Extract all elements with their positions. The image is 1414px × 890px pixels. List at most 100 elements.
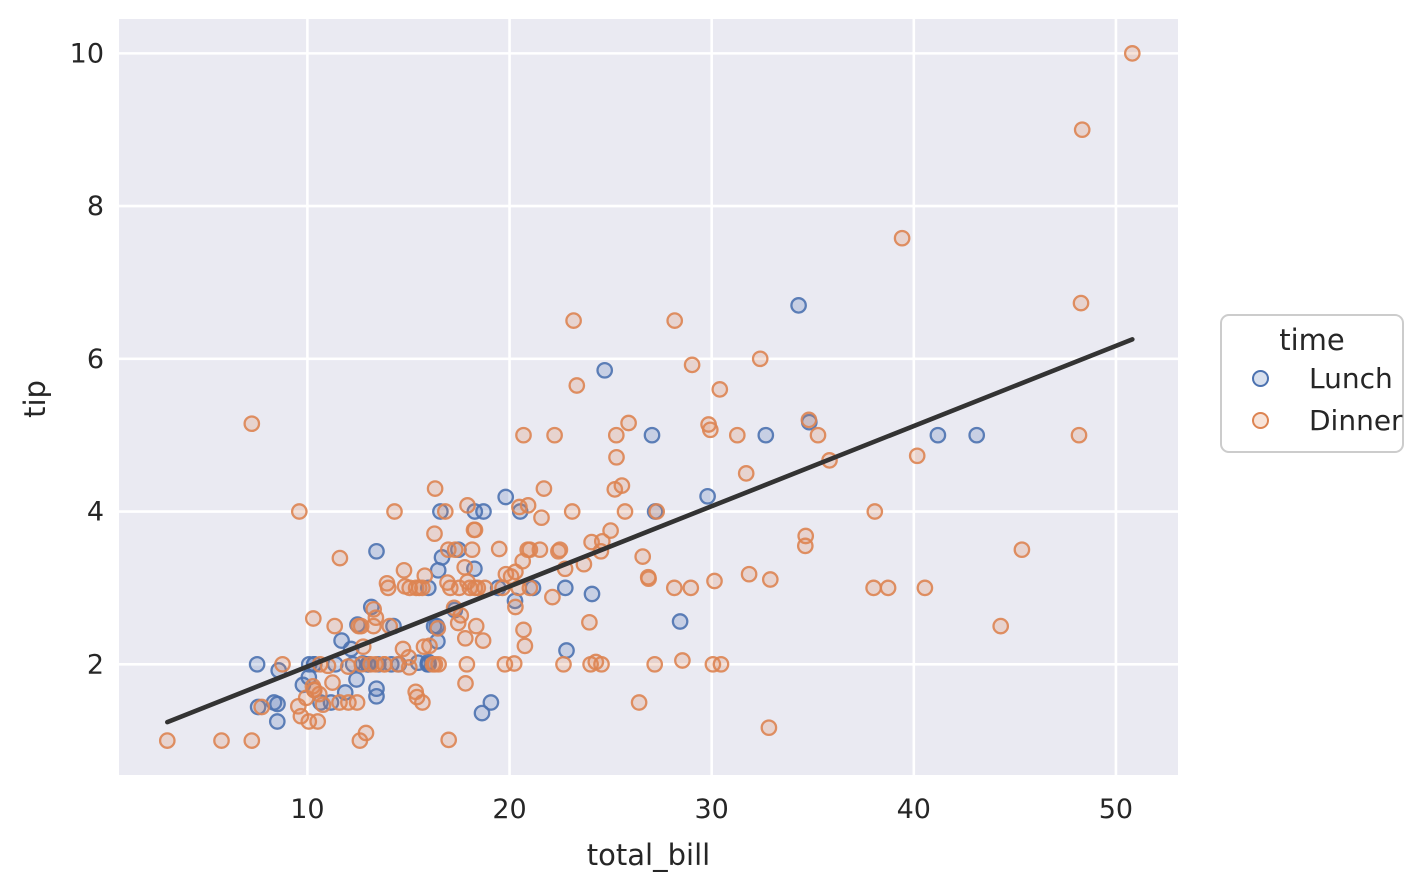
data-point — [331, 549, 349, 567]
data-point — [331, 694, 348, 711]
data-point — [352, 617, 370, 635]
data-point — [314, 696, 332, 714]
data-point — [757, 426, 775, 444]
y-axis-label: tip — [18, 380, 52, 418]
data-point — [243, 415, 261, 433]
data-point — [473, 704, 491, 722]
data-point — [511, 498, 528, 516]
data-point — [456, 558, 474, 576]
dinner-marker-icon — [1252, 411, 1269, 429]
data-point — [415, 638, 433, 656]
data-point — [800, 411, 818, 429]
data-point — [704, 655, 722, 673]
data-point — [386, 503, 403, 520]
data-point — [475, 503, 492, 520]
data-point — [1123, 45, 1141, 62]
data-point — [436, 503, 454, 520]
x-tick-label: 20 — [492, 794, 526, 825]
data-point — [646, 655, 664, 673]
data-point — [643, 426, 661, 444]
data-point — [634, 548, 652, 565]
data-point — [410, 579, 428, 597]
data-point — [274, 655, 291, 673]
data-point — [893, 229, 911, 247]
data-point — [348, 671, 365, 688]
data-point — [368, 687, 385, 705]
data-point — [737, 465, 755, 482]
data-point — [365, 617, 382, 635]
y-tick-label: 8 — [87, 191, 104, 222]
y-tick-label: 2 — [87, 649, 104, 680]
data-point — [555, 655, 572, 673]
data-point — [581, 613, 598, 631]
data-point — [516, 637, 534, 655]
data-point — [809, 426, 827, 444]
data-point — [459, 497, 476, 514]
data-point — [458, 655, 476, 673]
x-tick-label: 40 — [897, 794, 931, 825]
data-point — [426, 480, 444, 497]
x-axis-label: total_bill — [586, 838, 711, 872]
data-point — [583, 585, 601, 603]
data-point — [558, 642, 575, 659]
data-point — [365, 600, 383, 618]
data-point — [450, 579, 468, 597]
data-point — [648, 503, 666, 520]
data-point — [665, 579, 683, 597]
data-point — [324, 674, 341, 691]
data-point — [761, 571, 779, 588]
data-point — [666, 312, 684, 329]
data-point — [432, 503, 449, 520]
regression-line — [165, 337, 1135, 725]
data-point — [711, 381, 729, 398]
scatter-series-dinner — [158, 45, 1141, 749]
data-point — [467, 617, 485, 635]
data-point — [253, 698, 271, 716]
data-point — [446, 541, 464, 559]
data-point — [728, 426, 746, 444]
data-point — [699, 487, 716, 505]
data-point — [760, 719, 778, 737]
data-point — [515, 621, 532, 639]
legend-item-label: Dinner — [1309, 403, 1403, 437]
x-tick-label: 30 — [694, 794, 728, 825]
data-point — [1070, 426, 1088, 444]
data-point — [362, 655, 380, 673]
data-point — [544, 588, 561, 606]
data-point — [671, 613, 689, 630]
data-point — [456, 629, 474, 647]
data-point — [556, 579, 574, 597]
data-point — [389, 655, 407, 673]
data-point — [616, 503, 634, 520]
data-point — [568, 377, 586, 394]
x-tick-labels: 10 20 30 40 50 — [290, 794, 1133, 825]
data-point — [602, 522, 619, 539]
data-point — [968, 426, 986, 444]
data-point — [426, 525, 443, 543]
legend-item-label: Lunch — [1309, 361, 1393, 395]
data-point — [457, 675, 474, 692]
data-point — [414, 694, 431, 711]
data-point — [248, 655, 266, 673]
data-point — [379, 579, 397, 597]
data-point — [682, 579, 700, 597]
data-point — [376, 655, 393, 673]
data-point — [546, 426, 563, 444]
data-point — [608, 448, 625, 466]
data-point — [430, 655, 447, 673]
legend-title: time — [1279, 323, 1345, 357]
data-point — [582, 655, 599, 673]
data-point — [1073, 121, 1091, 139]
data-point — [620, 414, 637, 432]
data-point — [268, 713, 286, 730]
data-point — [482, 694, 500, 711]
data-point — [290, 503, 308, 520]
data-point — [706, 572, 723, 590]
data-point — [908, 447, 926, 465]
data-point — [440, 731, 458, 749]
data-point — [429, 620, 447, 637]
data-point — [879, 579, 897, 597]
data-point — [497, 488, 515, 506]
